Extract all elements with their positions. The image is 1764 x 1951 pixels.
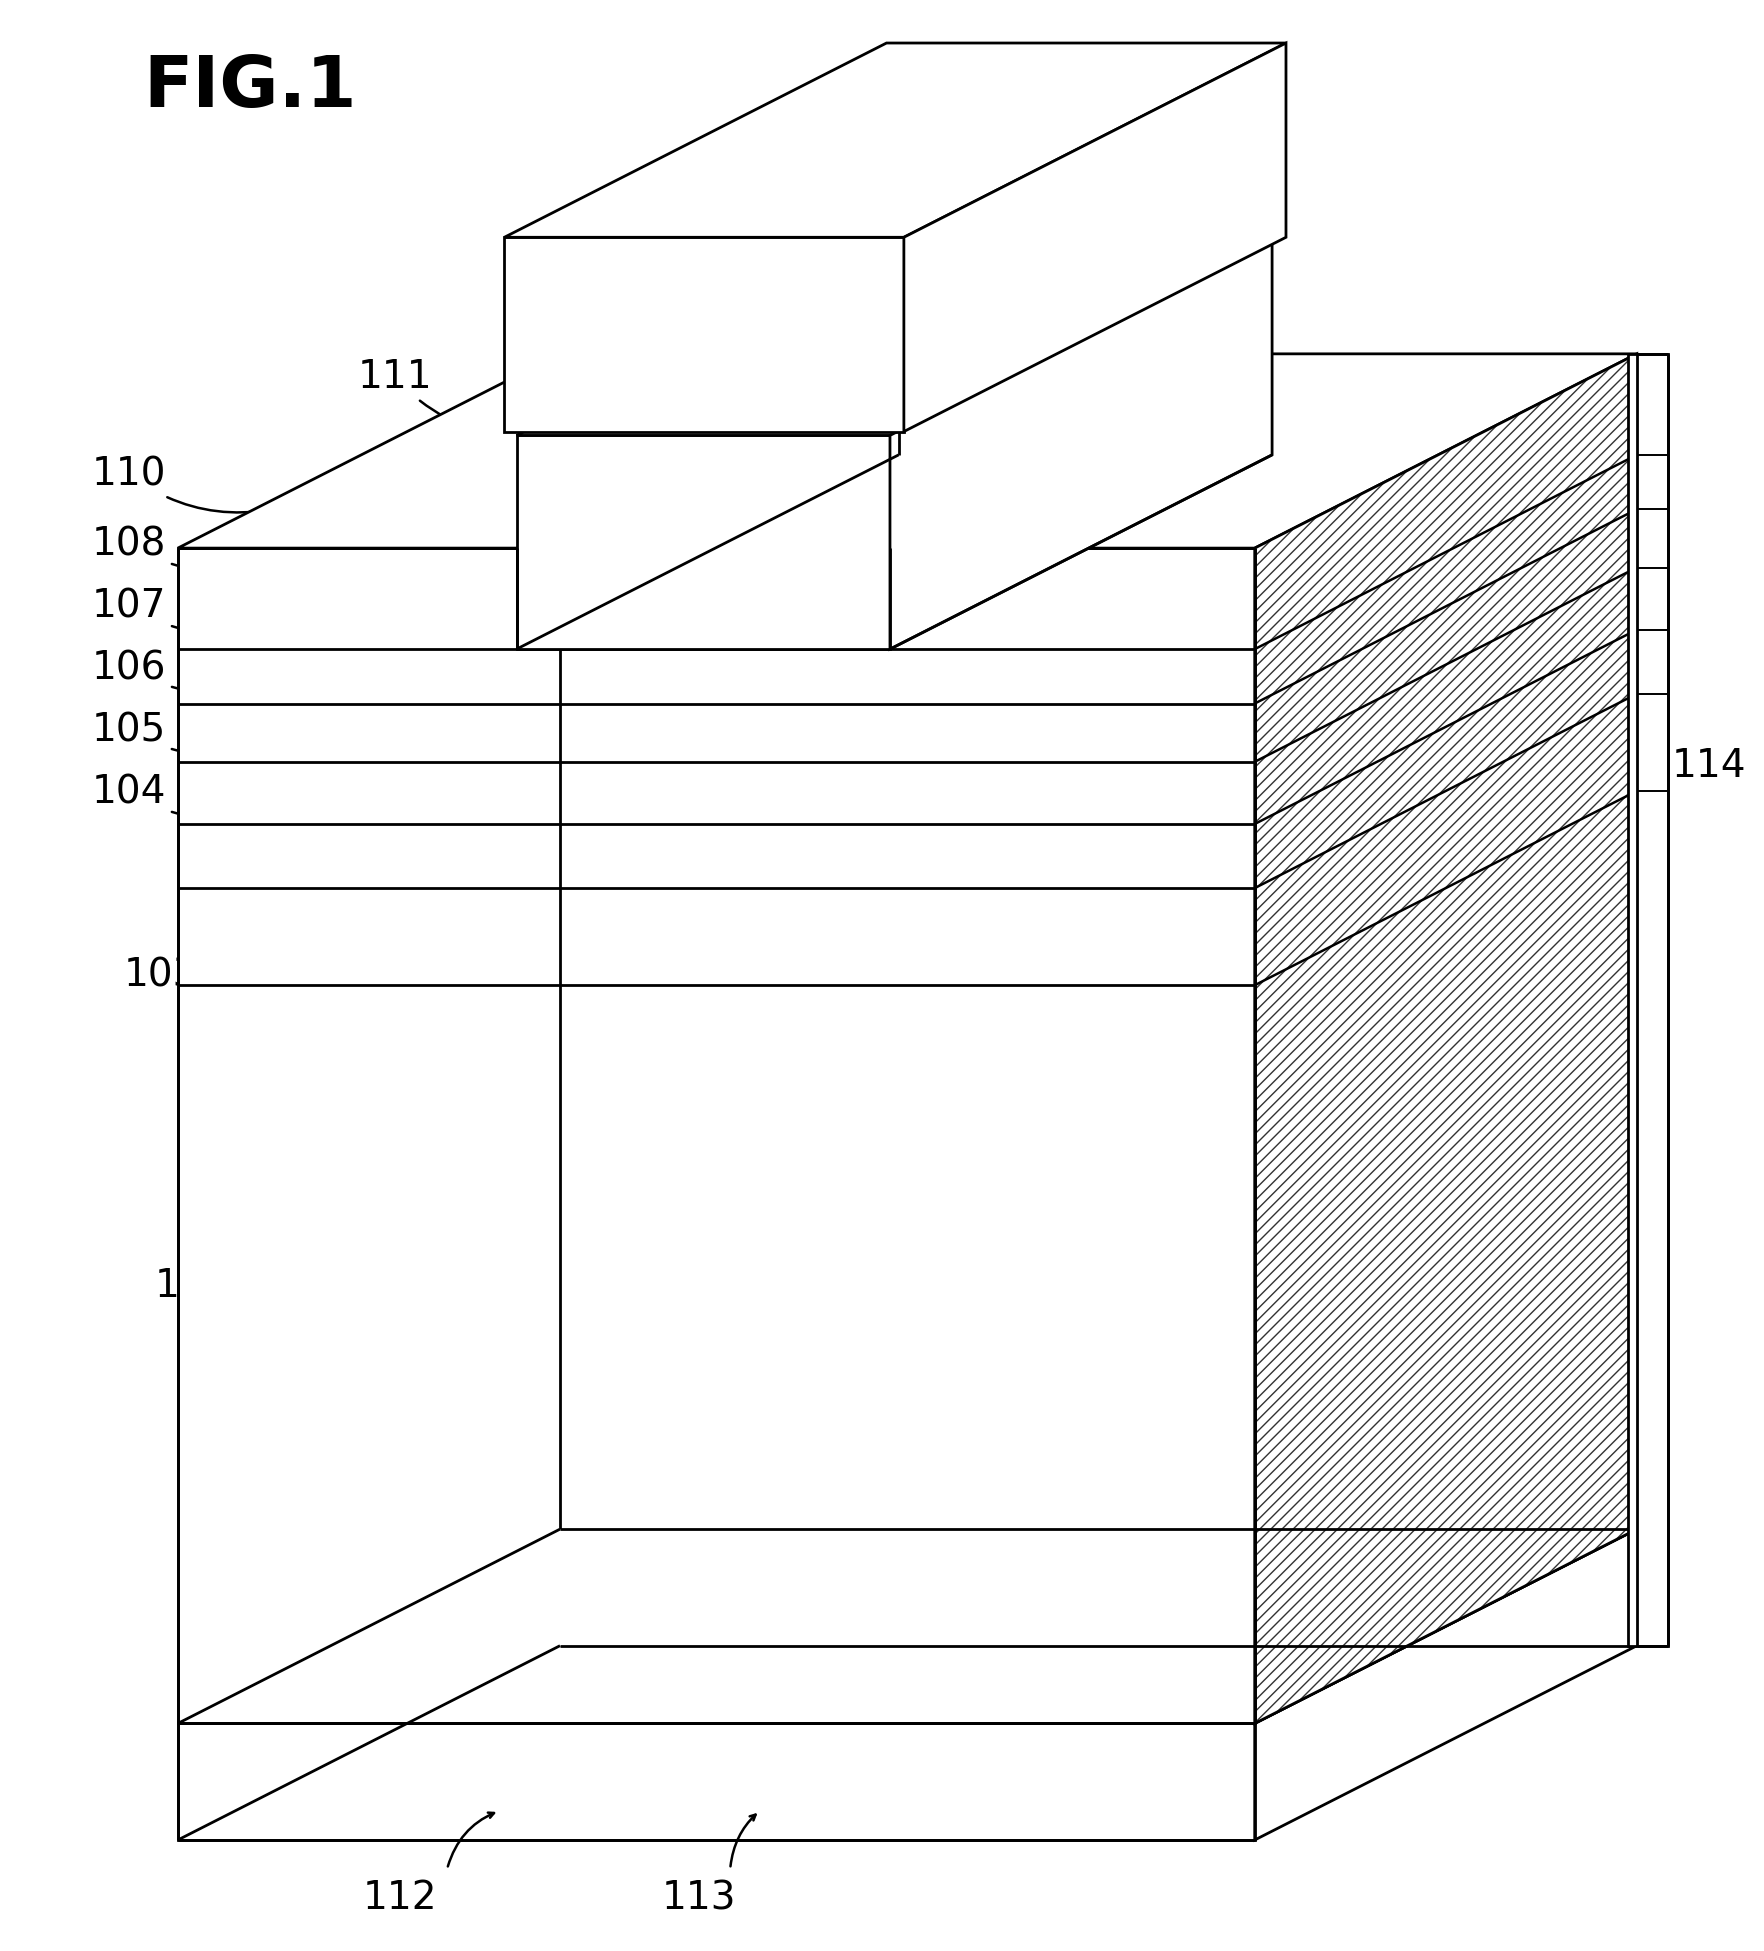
Polygon shape [517,435,889,650]
Polygon shape [178,548,1254,1723]
Text: 110: 110 [92,455,270,513]
Polygon shape [889,353,1635,548]
Polygon shape [1254,353,1635,1723]
Polygon shape [903,43,1286,431]
Text: 112: 112 [363,1879,437,1918]
Text: 105: 105 [92,712,258,755]
Polygon shape [1254,1530,1635,1840]
Polygon shape [505,238,903,431]
Polygon shape [1254,353,1635,1723]
Polygon shape [505,43,1286,238]
Polygon shape [178,1723,1254,1840]
Text: 113: 113 [662,1879,736,1918]
Polygon shape [1626,353,1667,1647]
Text: 114: 114 [1671,747,1745,784]
Text: 106: 106 [92,650,258,693]
Text: 102: 102 [155,1192,261,1305]
Text: 115: 115 [1416,894,1491,933]
Text: 101: 101 [956,111,1030,150]
Polygon shape [178,353,898,548]
Polygon shape [889,242,1272,650]
Text: 111: 111 [358,359,540,437]
Polygon shape [517,242,1272,435]
Text: 108: 108 [92,525,258,572]
Polygon shape [178,1530,1635,1723]
Text: FIG.1: FIG.1 [143,53,356,121]
Text: 103: 103 [123,890,259,995]
Text: 107: 107 [92,587,258,634]
Text: 104: 104 [92,775,258,819]
Text: 109: 109 [635,277,713,328]
